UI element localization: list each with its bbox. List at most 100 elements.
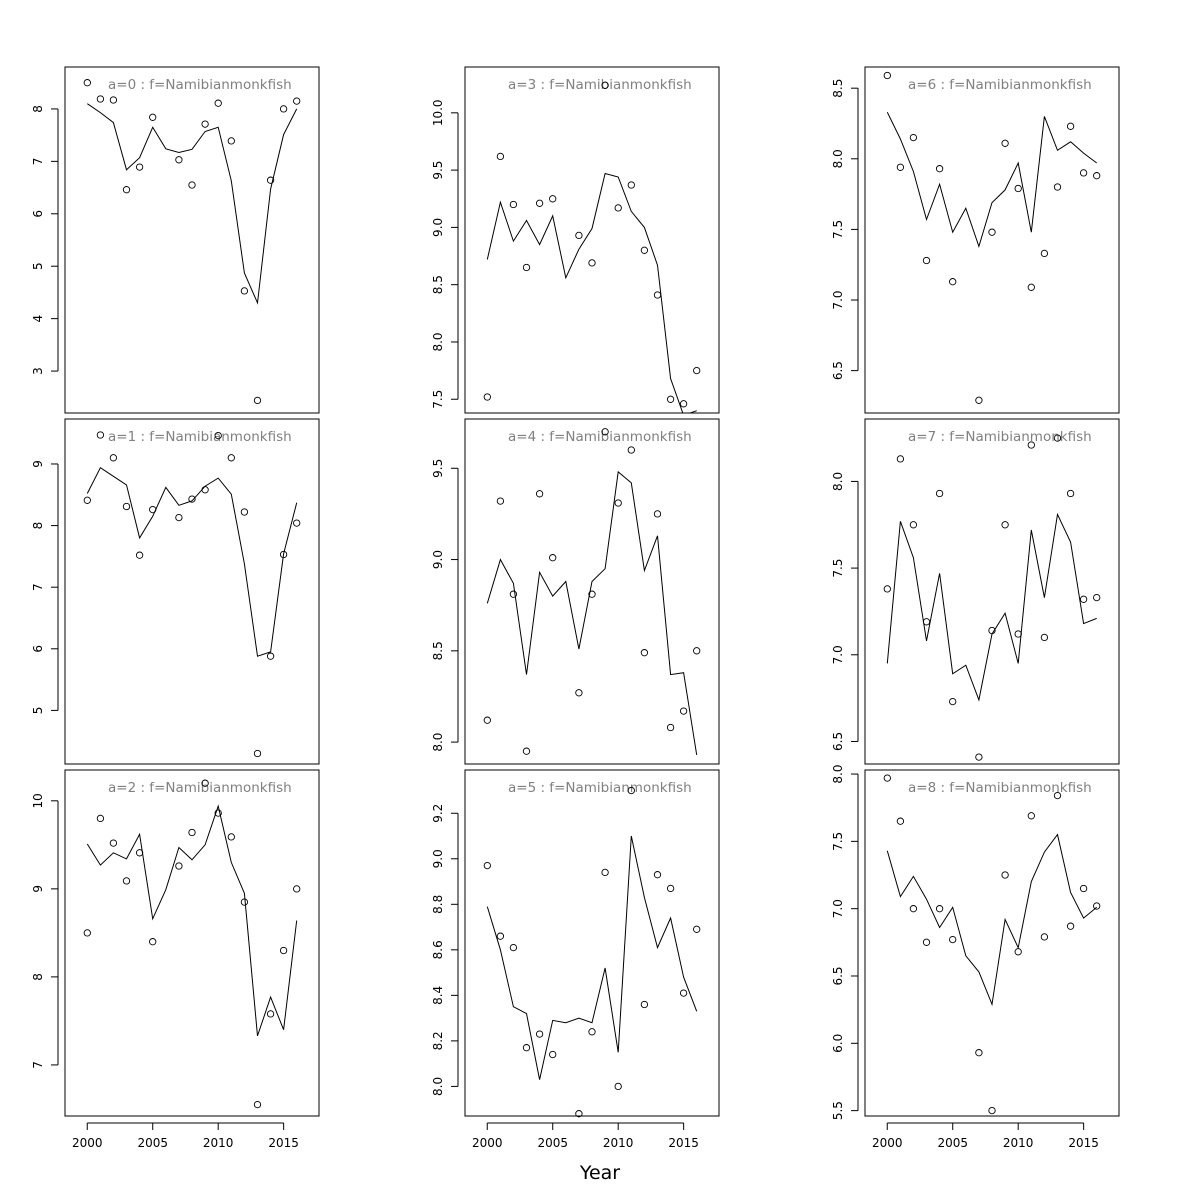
panel-title: a=5 : f=Namibianmonkfish bbox=[508, 780, 692, 796]
y-tick-label: 5 bbox=[31, 707, 45, 715]
observed-point bbox=[693, 366, 701, 375]
observed-point bbox=[988, 1106, 996, 1115]
observed-point bbox=[949, 278, 957, 286]
panel-title: a=3 : f=Namibianmonkfish bbox=[508, 77, 692, 93]
y-tick-label: 8.0 bbox=[831, 472, 845, 491]
observed-point bbox=[949, 697, 957, 706]
observed-point bbox=[175, 156, 183, 164]
observed-point bbox=[96, 814, 105, 823]
fit-line bbox=[87, 103, 298, 305]
observed-point bbox=[988, 228, 996, 236]
observed-point bbox=[1040, 249, 1049, 258]
observed-point bbox=[279, 105, 288, 113]
y-tick-label: 8.0 bbox=[831, 764, 845, 783]
y-tick-label: 6 bbox=[31, 645, 45, 653]
y-tick-label: 9.0 bbox=[431, 550, 445, 569]
observed-point bbox=[214, 431, 222, 440]
panel-2: 6.5 7.0 7.5 8.0 8.5 a=6 : f=Namibianmonkfish bbox=[831, 66, 1120, 414]
y-tick-label: 6.5 bbox=[831, 966, 845, 985]
y-tick-label: 8.5 bbox=[831, 79, 845, 98]
observed-point bbox=[122, 502, 131, 511]
observed-point bbox=[1053, 183, 1062, 191]
observed-point bbox=[240, 508, 249, 516]
observed-point bbox=[1079, 169, 1088, 177]
observed-point bbox=[588, 1028, 596, 1036]
observed-point bbox=[83, 929, 91, 937]
y-tick-label: 7.0 bbox=[831, 899, 845, 918]
observed-point bbox=[1093, 902, 1101, 910]
plot-frame bbox=[464, 769, 720, 1117]
observed-point bbox=[227, 137, 235, 145]
observed-point bbox=[1066, 922, 1075, 930]
observed-point bbox=[227, 454, 235, 462]
y-tick-label: 9.0 bbox=[431, 218, 445, 237]
observed-point bbox=[653, 510, 662, 518]
y-tick-label: 8.5 bbox=[431, 641, 445, 660]
plot-frame bbox=[64, 418, 320, 765]
panel-0: 3 4 5 6 7 8 a=0 : f=Namibianmonkfish bbox=[31, 66, 320, 414]
observed-point bbox=[109, 839, 118, 847]
observed-point bbox=[909, 521, 918, 529]
plot-frame bbox=[864, 418, 1120, 765]
observed-point bbox=[1040, 933, 1049, 941]
panel-title: a=0 : f=Namibianmonkfish bbox=[108, 77, 292, 93]
observed-point bbox=[601, 428, 609, 436]
observed-point bbox=[922, 938, 931, 946]
observed-point bbox=[549, 554, 557, 562]
observed-point bbox=[279, 946, 288, 955]
observed-point bbox=[935, 905, 944, 913]
observed-point bbox=[679, 989, 688, 997]
observed-point bbox=[253, 749, 262, 758]
observed-point bbox=[575, 231, 583, 240]
observed-point bbox=[896, 817, 905, 825]
observed-point bbox=[149, 505, 157, 514]
observed-point bbox=[614, 499, 622, 507]
y-tick-label: 8 bbox=[31, 522, 45, 530]
y-tick-label: 7.5 bbox=[831, 559, 845, 578]
observed-point bbox=[1001, 139, 1009, 147]
observed-point bbox=[975, 1049, 983, 1057]
x-tick-label: 2010 bbox=[1003, 1136, 1034, 1150]
x-tick-label: 2000 bbox=[72, 1136, 103, 1150]
observed-point bbox=[175, 862, 183, 870]
panel-1: 7.5 8.0 8.5 9.0 9.5 10.0 a=3 : f=Namibianmonkf… bbox=[431, 66, 720, 414]
observed-point bbox=[1001, 871, 1009, 879]
observed-point bbox=[588, 259, 596, 267]
panel-title: a=2 : f=Namibianmonkfish bbox=[108, 780, 292, 796]
observed-point bbox=[509, 943, 518, 952]
fit-line bbox=[886, 833, 1098, 1007]
observed-point bbox=[122, 877, 131, 885]
observed-point bbox=[266, 652, 275, 660]
observed-point bbox=[96, 431, 105, 439]
fit-line bbox=[886, 111, 1098, 249]
y-tick-label: 5 bbox=[31, 262, 45, 270]
observed-point bbox=[535, 1030, 544, 1038]
x-tick-label: 2015 bbox=[268, 1136, 299, 1150]
x-tick-label: 2005 bbox=[937, 1136, 968, 1150]
y-tick-label: 7.0 bbox=[831, 290, 845, 309]
observed-point bbox=[109, 96, 118, 104]
observed-point bbox=[149, 938, 157, 946]
y-tick-label: 7 bbox=[31, 583, 45, 591]
observed-point bbox=[693, 647, 701, 655]
y-tick-label: 8.0 bbox=[431, 1077, 445, 1096]
observed-point bbox=[1014, 948, 1022, 956]
observed-point bbox=[896, 163, 905, 171]
observed-point bbox=[653, 291, 662, 299]
x-tick-label: 2010 bbox=[603, 1136, 634, 1150]
observed-point bbox=[135, 551, 144, 559]
observed-point bbox=[909, 905, 918, 913]
y-tick-label: 7.5 bbox=[831, 832, 845, 851]
observed-point bbox=[1093, 172, 1101, 180]
panel-title: a=7 : f=Namibianmonkfish bbox=[908, 429, 1092, 445]
y-tick-label: 6 bbox=[31, 210, 45, 218]
y-tick-label: 8.0 bbox=[431, 733, 445, 752]
observed-point bbox=[896, 455, 905, 463]
observed-point bbox=[549, 195, 557, 203]
observed-point bbox=[935, 165, 944, 173]
panel-title: a=6 : f=Namibianmonkfish bbox=[908, 77, 1092, 93]
observed-point bbox=[135, 849, 144, 857]
observed-point bbox=[496, 152, 505, 161]
x-tick-label: 2005 bbox=[537, 1136, 568, 1150]
